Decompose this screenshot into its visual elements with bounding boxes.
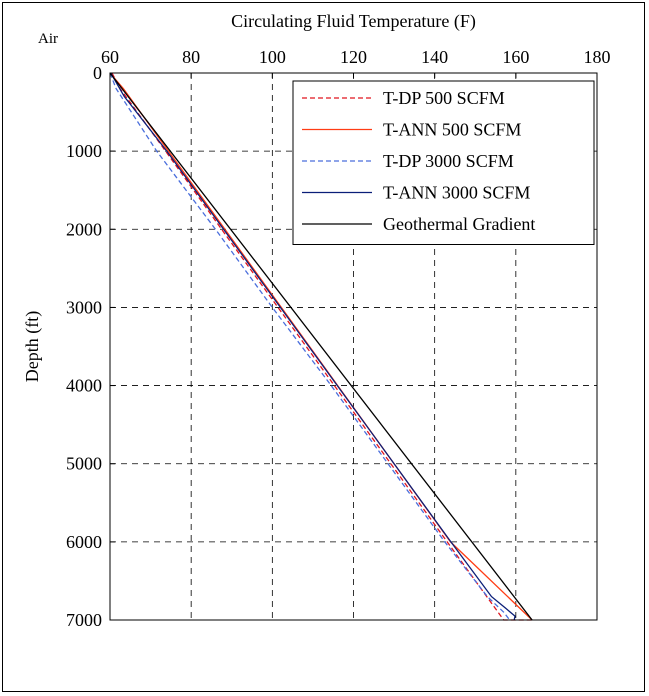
x-tick-label: 80	[182, 47, 200, 67]
legend-entry-label: T-ANN 500 SCFM	[383, 120, 521, 140]
legend: T-DP 500 SCFM T-ANN 500 SCFM T-DP 3000 SCF…	[292, 80, 595, 245]
x-axis-label: Circulating Fluid Temperature (F)	[231, 11, 476, 32]
legend-entry-label: T-DP 3000 SCFM	[383, 151, 514, 171]
x-tick-label: 180	[584, 47, 611, 67]
legend-entry-label: T-ANN 3000 SCFM	[383, 183, 530, 203]
y-axis-label: Depth (ft)	[22, 311, 43, 382]
y-tick-label: 5000	[66, 454, 102, 474]
x-tick-label: 140	[421, 47, 448, 67]
legend-entry-label: T-DP 500 SCFM	[383, 88, 505, 108]
legend-entry-label: Geothermal Gradient	[383, 214, 535, 234]
x-tick-label: 100	[259, 47, 286, 67]
series-line-4	[110, 72, 516, 621]
x-tick-label: 120	[340, 47, 367, 67]
corner-label: Air	[38, 31, 58, 47]
y-tick-label: 7000	[66, 610, 102, 630]
series-line-3	[109, 72, 511, 621]
series-layer	[109, 72, 535, 621]
y-tick-label: 6000	[66, 532, 102, 552]
y-tick-label: 3000	[66, 297, 102, 317]
y-tick-label: 1000	[66, 141, 102, 161]
y-tick-label: 2000	[66, 219, 102, 239]
series-line-5	[109, 72, 533, 621]
x-tick-label: 160	[502, 47, 529, 67]
x-tick-label: 60	[101, 47, 119, 67]
y-tick-label: 0	[93, 63, 102, 83]
y-tick-label: 4000	[66, 376, 102, 396]
legend-box	[292, 80, 595, 245]
tick-labels: 60 80 100 120 140 160 180 0 1000 2000 3000 4000 5000…	[66, 47, 611, 630]
